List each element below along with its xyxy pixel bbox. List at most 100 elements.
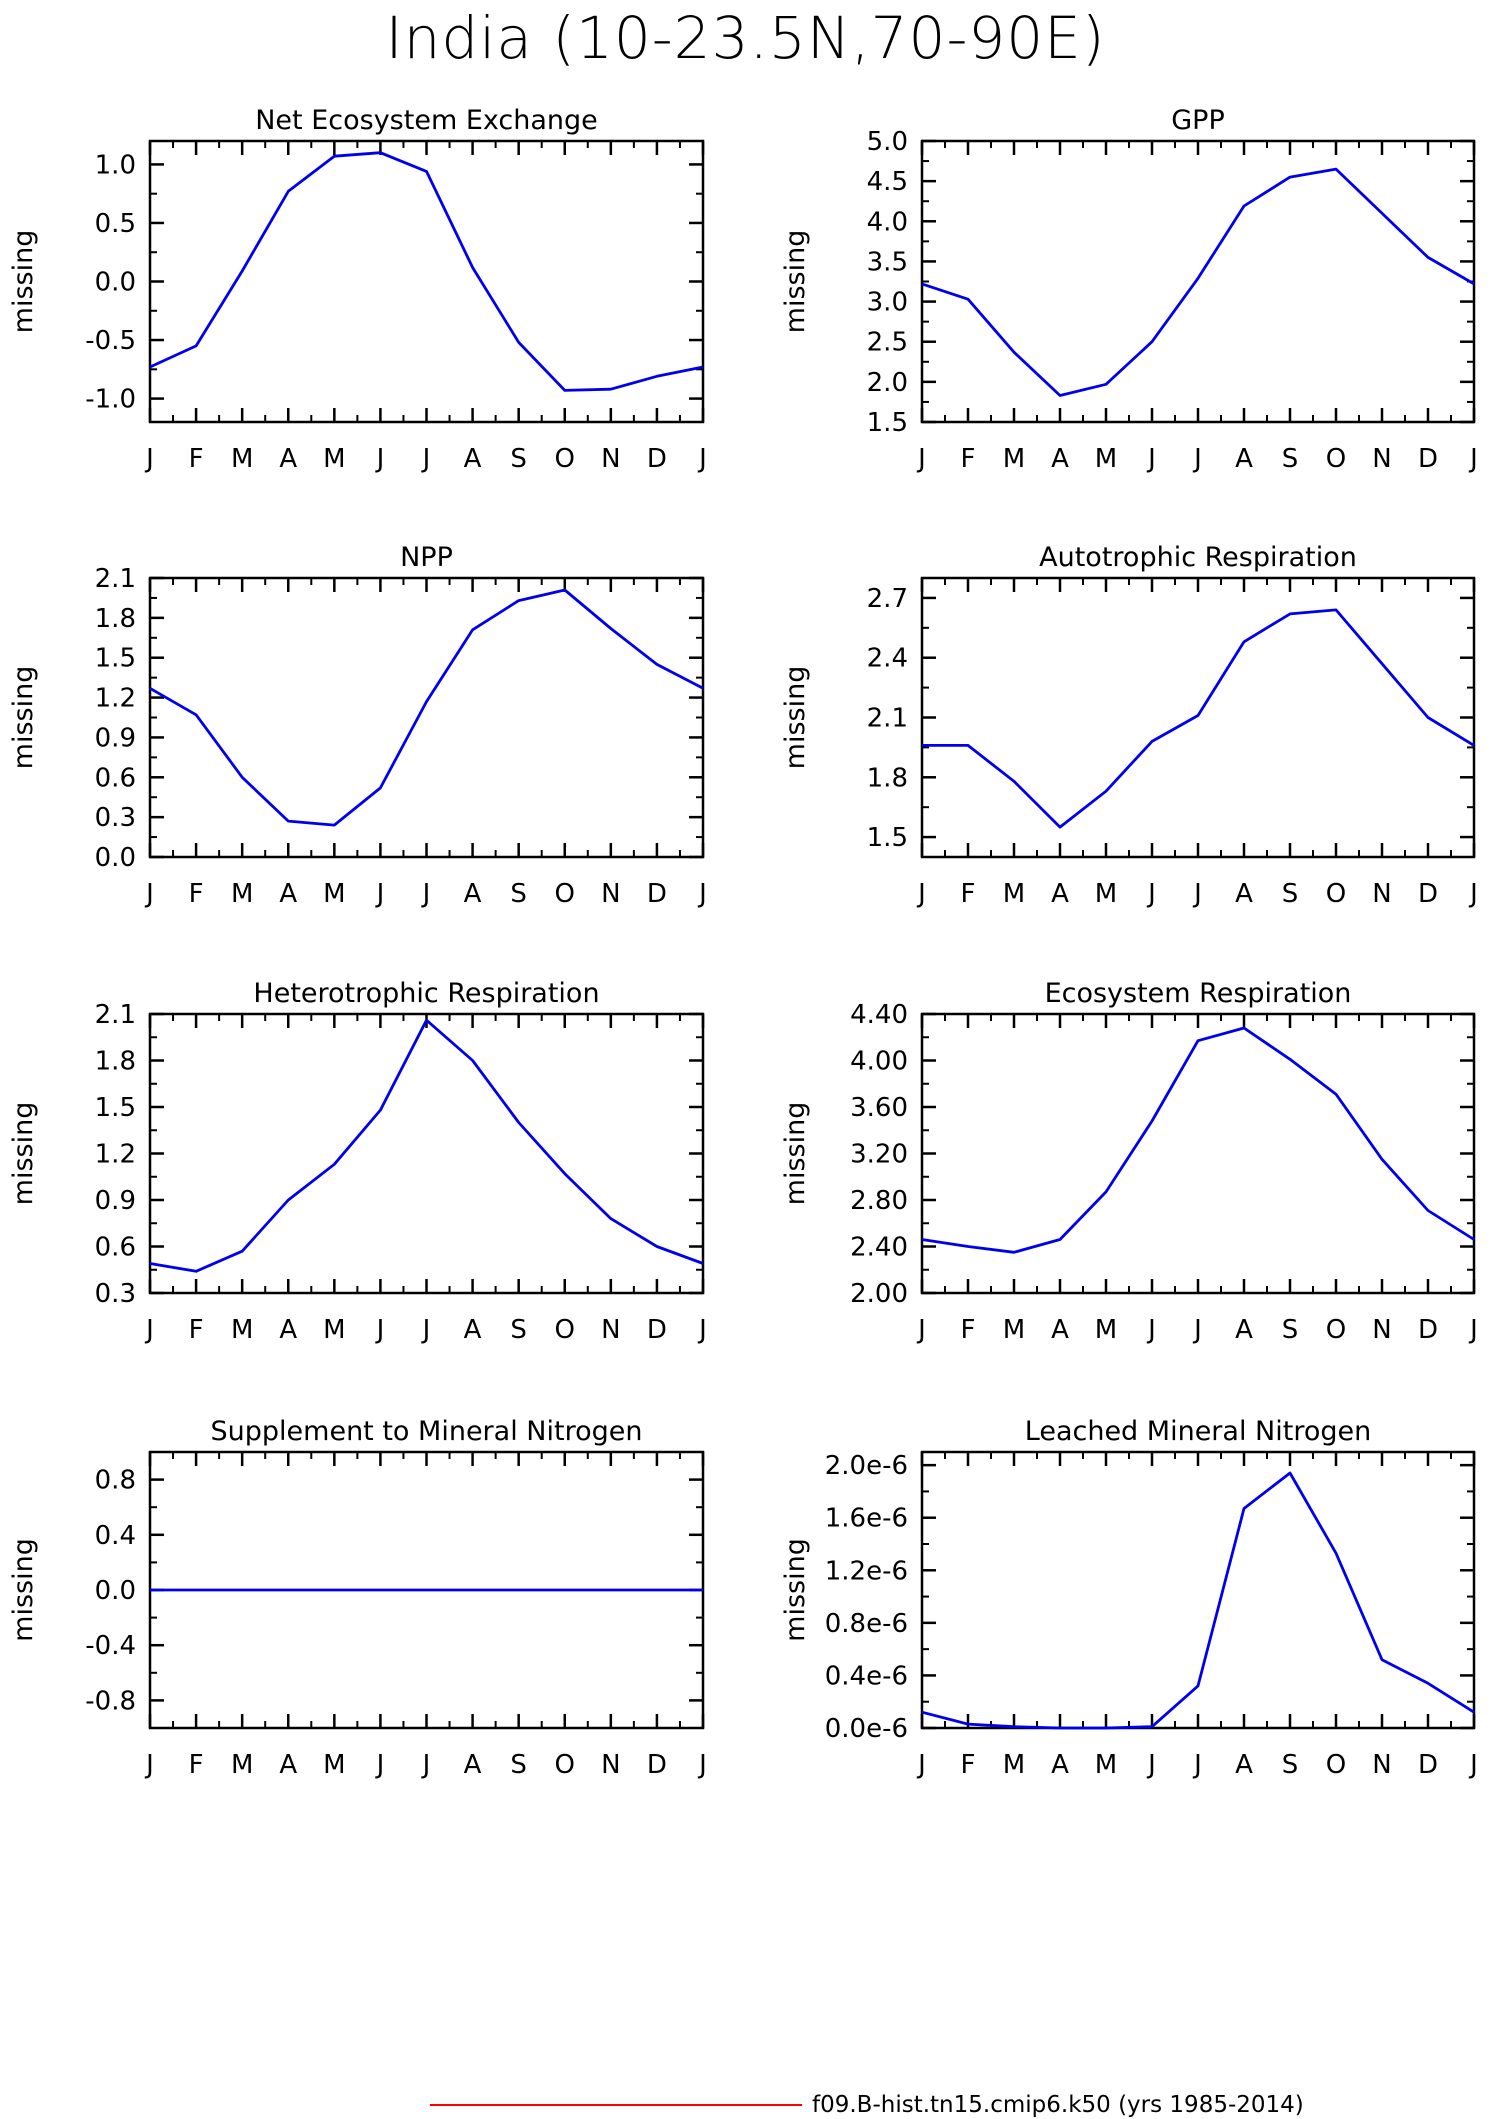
legend-label: f09.B-hist.tn15.cmip6.k50 (yrs 1985-2014…	[812, 2092, 1304, 2118]
x-tick-label: D	[1418, 444, 1438, 474]
y-tick-label: 4.40	[850, 1000, 908, 1030]
x-tick-label: A	[279, 1315, 297, 1345]
y-tick-label: -0.8	[85, 1686, 136, 1716]
y-tick-label: 1.0	[95, 150, 136, 180]
series-line	[921, 1026, 1475, 1254]
x-tick-label: J	[421, 1315, 431, 1345]
y-axis-label: missing	[8, 666, 39, 770]
y-tick-label: 1.2	[95, 684, 136, 714]
y-tick-label: 5.0	[867, 127, 908, 157]
x-tick-label: J	[1192, 879, 1202, 909]
y-tick-label: 3.0	[867, 288, 908, 318]
x-tick-label: S	[1282, 1750, 1299, 1780]
x-tick-label: J	[1192, 1315, 1202, 1345]
plot-frame	[148, 139, 705, 424]
y-tick-label: 0.8e-6	[825, 1609, 908, 1639]
x-tick-label: O	[555, 1315, 575, 1345]
series-line	[149, 1018, 704, 1273]
x-tick-label: A	[279, 879, 297, 909]
x-tick-label: J	[1192, 1750, 1202, 1780]
x-tick-label: D	[1418, 1750, 1438, 1780]
x-tick-label: M	[1003, 444, 1025, 474]
x-tick-label: D	[1418, 879, 1438, 909]
x-tick-label: A	[1235, 1750, 1253, 1780]
x-tick-label: M	[323, 444, 345, 474]
x-tick-label: A	[1235, 879, 1253, 909]
y-tick-label: 3.20	[850, 1140, 908, 1170]
x-tick-label: J	[421, 1750, 431, 1780]
x-tick-label: S	[510, 1750, 527, 1780]
y-tick-label: 2.1	[95, 1000, 136, 1030]
y-tick-label: 4.0	[867, 207, 908, 237]
y-tick-label: 0.9	[95, 1186, 136, 1216]
x-tick-label: N	[1372, 879, 1391, 909]
panel-title: Autotrophic Respiration	[1039, 542, 1357, 573]
x-tick-label: J	[916, 1315, 926, 1345]
y-tick-label: 0.5	[95, 209, 136, 239]
x-tick-label: J	[1192, 444, 1202, 474]
y-tick-label: 0.4e-6	[825, 1661, 908, 1691]
series-line	[921, 1471, 1475, 1730]
y-tick-label: 0.8	[95, 1466, 136, 1496]
x-tick-label: D	[647, 879, 667, 909]
y-tick-label: 0.0	[95, 1576, 136, 1606]
x-tick-label: N	[601, 444, 620, 474]
x-tick-label: J	[144, 1315, 154, 1345]
y-tick-label: 0.0	[95, 268, 136, 298]
y-axis-label: missing	[8, 230, 39, 334]
x-tick-label: F	[961, 1315, 976, 1345]
y-tick-label: -0.4	[85, 1631, 136, 1661]
x-tick-label: D	[1418, 1315, 1438, 1345]
x-tick-label: M	[1095, 1315, 1117, 1345]
y-tick-label: 1.8	[867, 763, 908, 793]
x-tick-label: A	[1051, 1315, 1069, 1345]
panel-title: Leached Mineral Nitrogen	[1025, 1416, 1371, 1447]
x-tick-label: N	[1372, 444, 1391, 474]
x-tick-label: N	[601, 1315, 620, 1345]
x-tick-label: J	[1468, 879, 1478, 909]
panel-title: GPP	[1171, 105, 1225, 136]
x-tick-label: J	[144, 879, 154, 909]
panel-title: Supplement to Mineral Nitrogen	[211, 1416, 643, 1447]
x-tick-label: A	[464, 1315, 482, 1345]
y-tick-label: 1.5	[95, 1093, 136, 1123]
x-tick-label: N	[1372, 1315, 1391, 1345]
x-tick-label: N	[1372, 1750, 1391, 1780]
y-tick-label: 2.0	[867, 368, 908, 398]
y-axis-label: missing	[8, 1538, 39, 1642]
panel-title: NPP	[400, 542, 453, 573]
x-tick-label: J	[144, 444, 154, 474]
y-tick-label: 1.2e-6	[825, 1556, 908, 1586]
x-tick-label: A	[1051, 1750, 1069, 1780]
x-tick-label: F	[189, 444, 204, 474]
panel-title: Net Ecosystem Exchange	[255, 105, 598, 136]
legend-line-swatch	[430, 2104, 802, 2106]
x-tick-label: J	[1468, 1750, 1478, 1780]
y-tick-label: 2.4	[867, 644, 908, 674]
x-tick-label: F	[189, 1750, 204, 1780]
x-tick-label: F	[961, 444, 976, 474]
x-tick-label: J	[375, 1315, 385, 1345]
y-tick-label: 1.5	[95, 644, 136, 674]
x-tick-label: F	[961, 1750, 976, 1780]
x-tick-label: F	[961, 879, 976, 909]
y-tick-label: 0.4	[95, 1521, 136, 1551]
y-tick-label: 0.3	[95, 803, 136, 833]
y-tick-label: 0.6	[95, 763, 136, 793]
x-tick-label: J	[375, 879, 385, 909]
y-tick-label: -0.5	[85, 326, 136, 356]
x-tick-label: O	[1326, 1315, 1346, 1345]
x-tick-label: J	[916, 444, 926, 474]
x-tick-label: O	[1326, 444, 1346, 474]
y-tick-label: 2.80	[850, 1186, 908, 1216]
x-tick-label: S	[1282, 444, 1299, 474]
x-tick-label: A	[279, 444, 297, 474]
plot-frame	[920, 576, 1476, 859]
x-tick-label: J	[1146, 1315, 1156, 1345]
plot-frame	[920, 139, 1476, 424]
x-tick-label: M	[1003, 1750, 1025, 1780]
x-tick-label: S	[510, 1315, 527, 1345]
x-tick-label: A	[464, 1750, 482, 1780]
y-tick-label: 4.5	[867, 167, 908, 197]
x-tick-label: M	[231, 444, 253, 474]
